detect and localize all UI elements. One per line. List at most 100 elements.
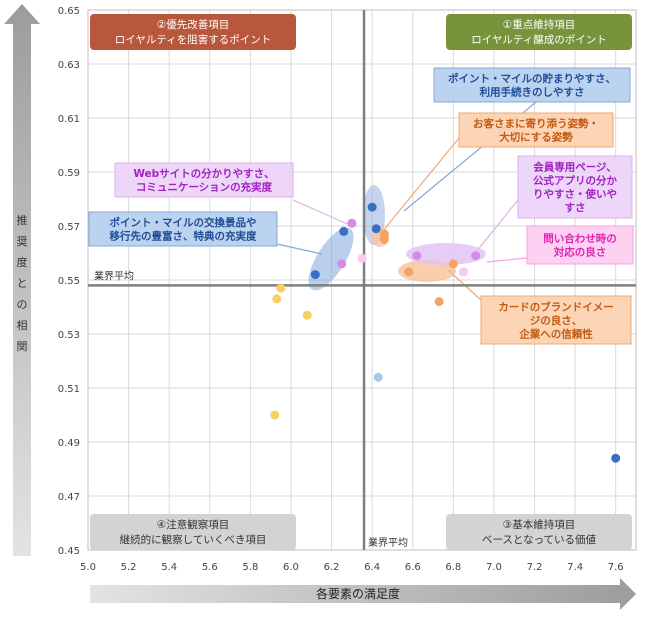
quadrant-subtitle: 継続的に観察していくべき項目	[120, 533, 267, 546]
y-axis-title-char: 相	[16, 319, 28, 332]
data-point	[272, 294, 282, 304]
annotation-text: コミュニケーションの充実度	[136, 181, 273, 194]
data-point	[471, 251, 481, 261]
data-point	[367, 202, 377, 212]
x-tick-label: 5.2	[121, 562, 137, 573]
data-point	[434, 297, 444, 307]
x-tick-label: 7.6	[608, 562, 624, 573]
y-tick-label: 0.59	[58, 168, 80, 179]
data-point	[404, 267, 414, 277]
annotation-background	[526, 225, 634, 265]
quadrant-box	[446, 14, 632, 50]
data-point	[379, 235, 389, 244]
y-tick-label: 0.49	[58, 438, 80, 449]
x-axis-arrow	[90, 578, 636, 610]
y-axis-title-char: 推	[16, 214, 28, 227]
x-tick-label: 6.4	[364, 562, 380, 573]
annotation-text: 会員専用ページ、	[533, 161, 616, 174]
data-points	[270, 202, 621, 463]
data-point	[611, 453, 621, 463]
x-tick-labels: 5.0 5.2 5.4 5.6 5.8 6.0 6.2 6.4 6.6 6.8 7.0 7.2 7.4 7…	[80, 562, 624, 573]
y-tick-label: 0.53	[58, 330, 80, 341]
y-tick-label: 0.45	[58, 546, 80, 557]
annotation-text: ジの良さ、	[530, 314, 583, 327]
y-tick-label: 0.55	[58, 276, 80, 287]
y-axis-title: 推奨度との相関	[12, 210, 32, 357]
quadrant-box	[446, 514, 632, 550]
data-point	[371, 224, 381, 234]
annotation-text: 移行先の豊富さ、特典の充実度	[110, 230, 257, 243]
y-axis-title-char: 関	[16, 340, 28, 353]
annotation-background	[88, 211, 278, 247]
annotation-text: ポイント・マイルの貯まりやすさ、	[448, 72, 616, 85]
data-point	[448, 259, 458, 269]
x-tick-label: 7.4	[567, 562, 583, 573]
cluster-ellipse-purple	[406, 243, 486, 265]
data-point	[337, 259, 347, 269]
data-point	[310, 270, 320, 280]
quadrant-subtitle: ロイヤルティ醸成のポイント	[471, 34, 607, 46]
annotation-text: 問い合わせ時の	[543, 232, 617, 245]
y-tick-labels: 0.45 0.47 0.49 0.51 0.53 0.55 0.57 0.59 0.61 0.63…	[58, 6, 80, 557]
y-axis-title-char: の	[16, 298, 28, 311]
data-point	[302, 310, 312, 320]
x-axis-title: 各要素の満足度	[316, 586, 400, 601]
annotation-text: カードのブランドイメー	[498, 300, 614, 313]
annotation-text: お客さまに寄り添う姿勢・	[473, 117, 599, 130]
annotation-background	[517, 155, 633, 219]
annotation-connector	[381, 137, 460, 233]
x-tick-label: 6.8	[445, 562, 461, 573]
quadrant-subtitle: ベースとなっている価値	[482, 533, 597, 546]
data-point	[347, 218, 357, 228]
annotation-box: お客さまに寄り添う姿勢・大切にする姿勢	[458, 112, 614, 148]
annotation-text: ポイント・マイルの交換景品や	[110, 216, 257, 229]
annotation-background	[480, 295, 632, 345]
annotation-connector	[276, 243, 323, 255]
y-axis-title-char: と	[16, 277, 28, 290]
annotation-background	[433, 67, 631, 103]
annotation-connector	[475, 199, 519, 253]
x-tick-label: 6.2	[324, 562, 340, 573]
average-label: 業界平均	[368, 536, 408, 549]
quadrant-title: ②優先改善項目	[157, 18, 229, 31]
x-tick-label: 5.8	[242, 562, 258, 573]
y-tick-label: 0.57	[58, 222, 80, 233]
x-tick-label: 5.6	[202, 562, 218, 573]
annotation-text: すさ	[565, 202, 586, 214]
quadrant-subtitle: ロイヤルティを阻害するポイント	[115, 33, 272, 46]
annotation-box: Webサイトの分かりやすさ、コミュニケーションの充実度	[114, 162, 294, 198]
annotation-text: 対応の良さ	[553, 246, 607, 259]
annotation-background	[114, 162, 294, 198]
quadrant-box	[90, 514, 296, 550]
average-label: 業界平均	[94, 269, 134, 282]
y-tick-label: 0.63	[58, 60, 80, 71]
data-point	[357, 253, 367, 263]
annotation-text: 大切にする姿勢	[499, 131, 573, 144]
annotation-box: ポイント・マイルの貯まりやすさ、利用手続きのしやすさ	[433, 67, 631, 103]
annotation-text: 公式アプリの分か	[533, 174, 617, 187]
data-point	[339, 226, 349, 236]
annotation-text: 利用手続きのしやすさ	[480, 86, 585, 99]
annotation-text: 企業への信頼性	[518, 327, 593, 340]
data-point	[373, 372, 383, 382]
annotation-connector	[292, 199, 353, 227]
quadrant-title: ③基本維持項目	[503, 518, 575, 531]
y-tick-label: 0.47	[58, 492, 80, 503]
quadrant-title: ①重点維持項目	[503, 18, 575, 31]
y-axis-arrow	[4, 4, 40, 556]
annotation-text: Webサイトの分かりやすさ、	[133, 167, 274, 180]
x-tick-label: 6.0	[283, 562, 299, 573]
y-tick-label: 0.65	[58, 6, 80, 17]
data-point	[458, 267, 468, 277]
cluster-ellipse-orange	[398, 260, 456, 282]
data-point	[270, 410, 280, 420]
